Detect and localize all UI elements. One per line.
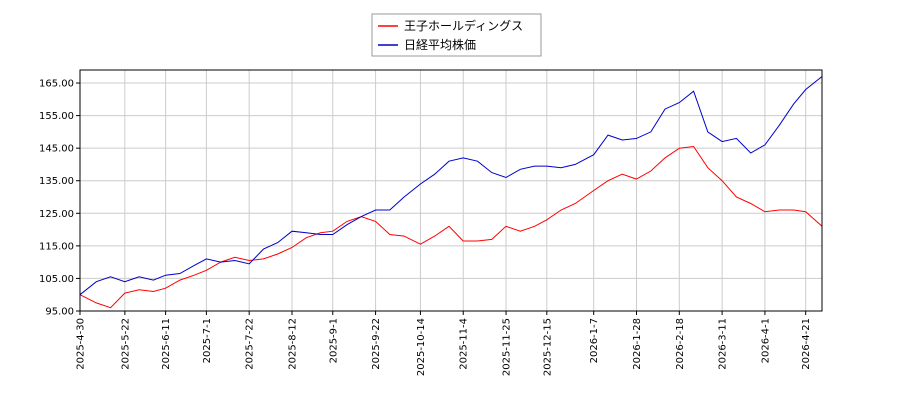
x-tick-label: 2025-10-14 [416,318,427,376]
x-tick-label: 2026-3-11 [718,318,729,370]
plot-frame [79,69,823,312]
legend: 王子ホールディングス 日経平均株価 [371,13,542,57]
series-lines [79,76,823,309]
x-tick-label: 2025-12-15 [542,318,553,376]
legend-label-oji: 王子ホールディングス [404,18,523,33]
x-tick-label: 2025-11-4 [459,318,470,370]
x-tick-label: 2025-8-12 [288,318,299,370]
y-axis: 95.00 105.00 115.00 125.00 135.00 145.00 155.0… [39,79,80,318]
y-tick-label: 95.00 [45,307,74,318]
x-tick-label: 2025-6-11 [161,318,172,370]
x-tick-label: 2025-5-22 [120,318,131,370]
x-axis: 2025-4-30 2025-5-22 2025-6-11 2025-7-1 2025-… [76,311,812,376]
series-line-oji [79,145,823,309]
x-tick-label: 2025-7-1 [202,318,213,363]
y-tick-label: 115.00 [39,241,74,252]
x-tick-label: 2025-9-22 [371,318,382,370]
y-tick-label: 125.00 [39,209,74,220]
x-tick-label: 2026-2-18 [675,318,686,370]
x-tick-label: 2026-1-7 [589,318,600,363]
x-tick-label: 2025-11-25 [502,318,513,376]
y-tick-label: 145.00 [39,144,74,155]
legend-box [371,13,542,57]
x-tick-label: 2025-7-22 [245,318,256,370]
x-tick-label: 2026-1-28 [632,318,643,370]
legend-label-nikkei: 日経平均株価 [404,37,476,52]
y-tick-label: 135.00 [39,176,74,187]
y-tick-label: 165.00 [39,79,74,90]
x-tick-label: 2026-4-1 [760,318,771,363]
x-tick-label: 2025-9-1 [328,318,339,363]
x-tick-label: 2026-4-21 [801,318,812,370]
x-tick-label: 2025-4-30 [76,318,87,370]
y-tick-label: 155.00 [39,111,74,122]
series-line-nikkei [79,76,823,296]
y-tick-label: 105.00 [39,274,74,285]
